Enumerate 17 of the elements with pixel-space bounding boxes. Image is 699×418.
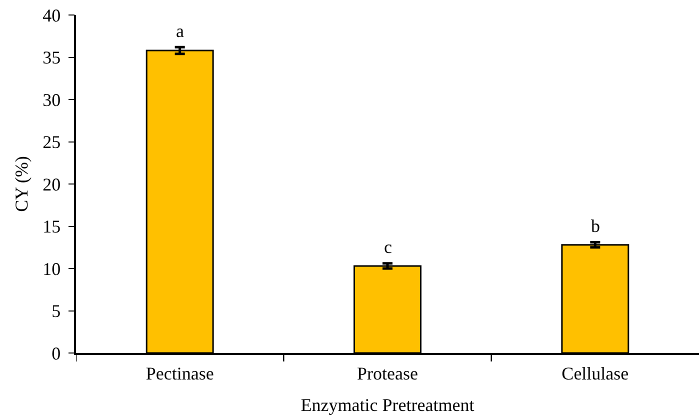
x-tick-label: Cellulase: [562, 363, 629, 384]
y-tick-label: 15: [42, 216, 61, 237]
y-tick-label: 10: [42, 258, 61, 279]
x-tick-label: Pectinase: [146, 363, 214, 384]
y-tick-label: 30: [42, 90, 61, 110]
x-tick-label: Protease: [357, 363, 418, 384]
annotation: b: [591, 216, 600, 236]
y-tick-label: 25: [42, 132, 61, 152]
y-tick-label: 35: [42, 48, 61, 68]
x-axis-title: Enzymatic Pretreatment: [300, 394, 474, 415]
y-axis-title: CY (%): [11, 156, 32, 212]
y-tick-label: 5: [52, 301, 61, 322]
y-tick-label: 40: [42, 5, 61, 26]
annotation: a: [176, 21, 184, 41]
y-tick-label: 20: [42, 174, 61, 194]
y-tick-label: 0: [52, 343, 61, 364]
annotation: c: [384, 237, 392, 257]
